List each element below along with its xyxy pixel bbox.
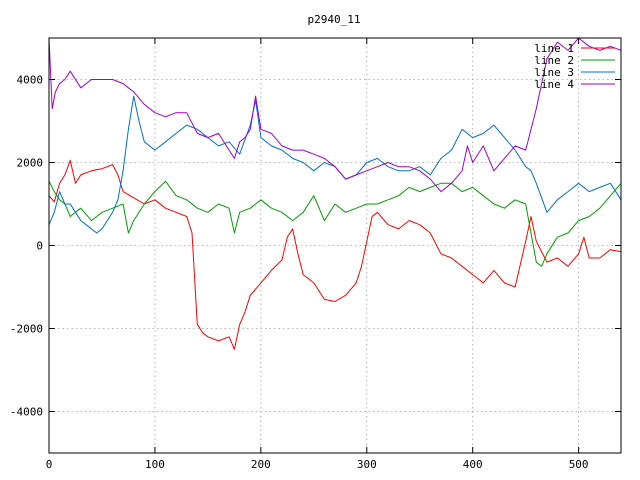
y-tick-label: 0 [36, 240, 43, 253]
legend-label-3: line 3 [534, 66, 574, 79]
x-tick-label: 400 [463, 458, 483, 471]
legend-label-1: line 1 [534, 42, 574, 55]
y-tick-label: 2000 [17, 157, 44, 170]
series-3-line [48, 95, 622, 234]
series-1-line [48, 159, 622, 350]
series-2-line [48, 180, 622, 267]
ticks: 0 100 200 300 400 500 -4000 -2000 0 2000 4000 [10, 38, 621, 471]
x-tick-label: 0 [46, 458, 53, 471]
y-tick-label: -4000 [10, 406, 43, 419]
chart-title: p2940_11 [308, 13, 361, 26]
legend-label-4: line 4 [534, 78, 574, 91]
legend-label-2: line 2 [534, 54, 574, 67]
x-tick-label: 100 [145, 458, 165, 471]
x-tick-label: 500 [569, 458, 589, 471]
series-group [48, 37, 622, 350]
series-4-line [48, 37, 622, 193]
y-tick-label: 4000 [17, 74, 44, 87]
x-tick-label: 200 [251, 458, 271, 471]
grid [49, 38, 621, 453]
y-tick-label: -2000 [10, 323, 43, 336]
x-tick-label: 300 [357, 458, 377, 471]
